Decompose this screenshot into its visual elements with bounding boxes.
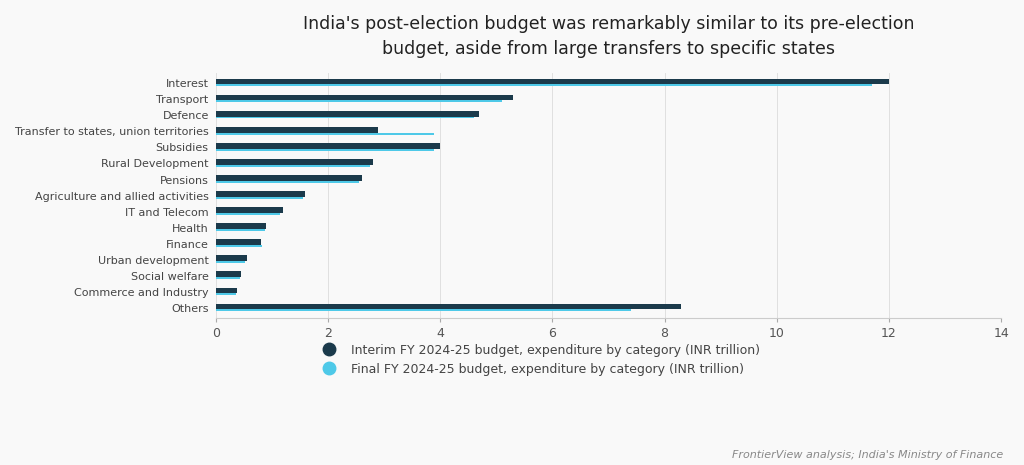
Bar — [216, 257, 247, 259]
Bar — [216, 227, 266, 229]
Bar — [216, 245, 262, 247]
Bar — [216, 275, 241, 277]
Bar — [216, 95, 513, 97]
Bar — [216, 259, 247, 261]
Legend: Interim FY 2024-25 budget, expenditure by category (INR trillion), Final FY 2024: Interim FY 2024-25 budget, expenditure b… — [316, 344, 760, 376]
Bar — [216, 307, 681, 309]
Bar — [216, 143, 440, 145]
Title: India's post-election budget was remarkably similar to its pre-election
budget, : India's post-election budget was remarka… — [303, 15, 914, 58]
Bar — [216, 97, 513, 99]
Bar — [216, 197, 303, 199]
Bar — [216, 209, 283, 211]
Bar — [216, 293, 237, 295]
Bar — [216, 163, 373, 165]
Bar — [216, 223, 266, 225]
Bar — [216, 273, 241, 275]
Bar — [216, 239, 260, 241]
Bar — [216, 179, 361, 181]
Bar — [216, 165, 370, 166]
Bar — [216, 191, 305, 193]
Bar — [216, 277, 240, 279]
Bar — [216, 290, 237, 292]
Bar — [216, 84, 872, 86]
Bar — [216, 79, 889, 80]
Bar — [216, 149, 434, 151]
Bar — [216, 100, 502, 102]
Bar — [216, 82, 889, 84]
Bar — [216, 193, 305, 195]
Bar — [216, 229, 265, 231]
Bar — [216, 272, 241, 273]
Bar — [216, 175, 361, 177]
Bar — [216, 287, 237, 290]
Bar — [216, 211, 283, 213]
Bar — [216, 159, 373, 161]
Bar — [216, 114, 479, 117]
Bar — [216, 117, 474, 119]
Bar — [216, 181, 358, 183]
Bar — [216, 147, 440, 149]
Bar — [216, 145, 440, 147]
Bar — [216, 241, 260, 243]
Bar — [216, 225, 266, 227]
Bar — [216, 213, 281, 215]
Bar — [216, 129, 379, 131]
Bar — [216, 207, 283, 209]
Bar — [216, 292, 237, 293]
Bar — [216, 177, 361, 179]
Bar — [216, 243, 260, 245]
Bar — [216, 261, 246, 263]
Bar — [216, 195, 305, 197]
Bar — [216, 306, 681, 307]
Bar — [216, 111, 479, 113]
Bar — [216, 161, 373, 163]
Text: FrontierView analysis; India's Ministry of Finance: FrontierView analysis; India's Ministry … — [732, 450, 1004, 460]
Bar — [216, 127, 379, 129]
Bar — [216, 309, 631, 312]
Bar — [216, 113, 479, 114]
Bar — [216, 304, 681, 306]
Bar — [216, 255, 247, 257]
Bar — [216, 133, 434, 134]
Bar — [216, 131, 379, 133]
Bar — [216, 99, 513, 100]
Bar — [216, 80, 889, 82]
